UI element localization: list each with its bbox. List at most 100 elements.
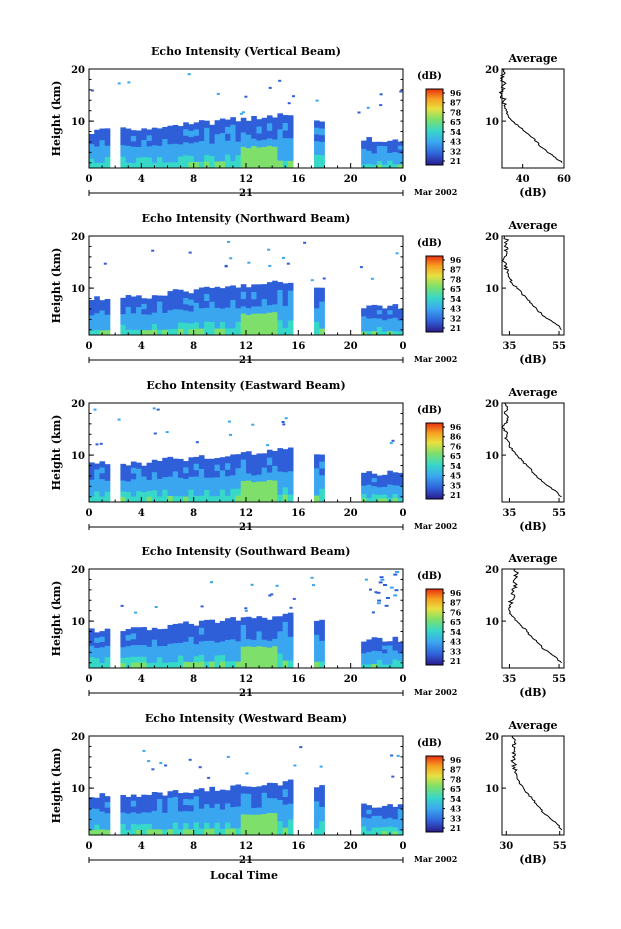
heatmap-cell — [376, 827, 383, 832]
heatmap-cell — [251, 160, 257, 169]
heatmap-cell — [382, 486, 388, 491]
heatmap-cell — [261, 660, 268, 669]
heatmap-cell — [89, 468, 95, 475]
average-x-tick-label: 35 — [502, 341, 516, 352]
heatmap-cell — [256, 786, 263, 794]
heatmap-cell — [183, 322, 189, 330]
heatmap-cell — [130, 151, 137, 158]
heatmap-cell — [382, 652, 388, 658]
heatmap-cell — [246, 786, 252, 794]
heatmap-cell — [366, 309, 372, 315]
heatmap-cell — [136, 146, 142, 153]
heatmap-cell — [240, 494, 247, 503]
heatmap-cell — [282, 660, 289, 669]
heatmap-cell — [387, 470, 393, 476]
heatmap-cell — [251, 306, 257, 314]
heatmap-cell — [157, 312, 163, 319]
heatmap-cell — [256, 807, 263, 815]
heatmap-cell — [266, 797, 273, 806]
heatmap-cell — [209, 137, 215, 144]
heatmap-cell — [188, 293, 195, 300]
heatmap-cell — [246, 458, 252, 467]
heatmap-cell — [256, 645, 263, 654]
heatmap-cell — [151, 477, 158, 485]
heatmap-cell — [319, 806, 325, 815]
heatmap-cell — [246, 494, 252, 503]
heatmap-cell — [94, 808, 100, 815]
heatmap-cell — [183, 303, 189, 311]
heatmap-cell — [371, 650, 378, 656]
heatmap-cell — [256, 474, 263, 482]
heatmap-cell — [359, 266, 363, 269]
heatmap-cell — [282, 788, 289, 797]
heatmap-cell — [209, 640, 215, 648]
heatmap-cell — [141, 829, 147, 836]
heatmap-cell — [272, 319, 278, 328]
heatmap-cell — [315, 99, 319, 102]
heatmap-cell — [397, 641, 404, 647]
heatmap-cell — [193, 135, 200, 143]
heatmap-cell — [225, 126, 231, 134]
heatmap-cell — [246, 800, 252, 808]
heatmap-cell — [261, 495, 268, 503]
heatmap-cell — [261, 146, 268, 155]
average-x-tick-label: 35 — [502, 674, 516, 685]
heatmap-cell — [141, 319, 147, 325]
colorbar-unit: (dB) — [417, 238, 442, 249]
heatmap-cell — [382, 810, 388, 815]
heatmap-cell — [99, 817, 106, 824]
average-x-tick-label: 55 — [552, 508, 566, 519]
heatmap-cell — [387, 641, 393, 646]
heatmap-cell — [157, 134, 163, 141]
heatmap-cell — [162, 795, 168, 802]
heatmap-cell — [198, 766, 202, 769]
heatmap-cell — [387, 645, 393, 650]
heatmap-cell — [167, 303, 174, 311]
heatmap-cell — [251, 145, 257, 154]
heatmap-cell — [209, 800, 215, 808]
heatmap-cell — [256, 147, 263, 155]
heatmap-cell — [125, 139, 132, 146]
heatmap-cell — [167, 131, 174, 139]
heatmap-cell — [151, 791, 158, 799]
heatmap-cell — [382, 830, 388, 836]
x-tick-label: 20 — [344, 674, 358, 685]
heatmap-cell — [188, 649, 195, 656]
heatmap-cell — [172, 143, 179, 150]
heatmap-cell — [188, 329, 195, 336]
heatmap-cell — [361, 319, 367, 324]
heatmap-cell — [193, 631, 200, 639]
heatmap-cell — [371, 309, 378, 314]
heatmap-cell — [188, 655, 195, 663]
heatmap-cell — [397, 813, 404, 818]
heatmap-cell — [136, 162, 142, 169]
heatmap-cell — [214, 286, 221, 295]
heatmap-cell — [371, 164, 378, 169]
heatmap-cell — [397, 649, 404, 654]
heatmap-cell — [314, 127, 320, 135]
heatmap-cell — [209, 483, 215, 491]
heatmap-cell — [89, 662, 95, 669]
heatmap-cell — [198, 307, 205, 316]
heatmap-cell — [287, 455, 294, 464]
heatmap-cell — [177, 661, 184, 669]
heatmap-cell — [94, 312, 100, 319]
heatmap-cell — [214, 476, 221, 484]
heatmap-cell — [94, 329, 100, 336]
heatmap-cell — [382, 319, 388, 324]
heatmap-cell — [272, 812, 278, 821]
heatmap-cell — [172, 464, 179, 472]
heatmap-cell — [240, 327, 247, 336]
heatmap-cell — [382, 478, 388, 483]
heatmap-cell — [371, 156, 378, 161]
heatmap-cell — [376, 153, 383, 158]
heatmap-cell — [314, 634, 320, 642]
heatmap-cell — [167, 322, 174, 330]
heatmap-cell — [188, 457, 195, 465]
heatmap-cell — [272, 146, 278, 154]
heatmap-cell — [120, 496, 127, 503]
heatmap-cell — [366, 659, 372, 665]
heatmap-cell — [256, 460, 263, 468]
heatmap-cell — [198, 620, 205, 628]
heatmap-cell — [251, 461, 257, 469]
